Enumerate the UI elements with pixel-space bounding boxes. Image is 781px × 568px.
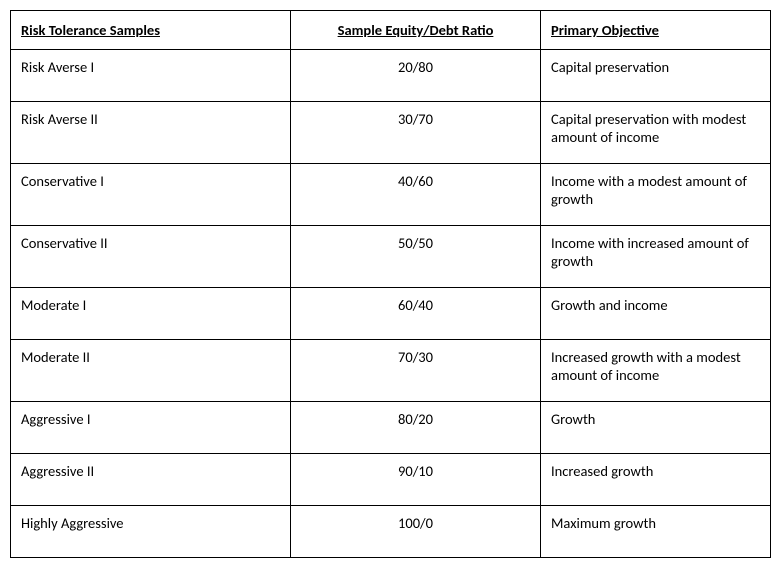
cell-ratio: 70/30	[291, 340, 541, 402]
table-row: Conservative I40/60Income with a modest …	[11, 164, 771, 226]
cell-ratio: 50/50	[291, 226, 541, 288]
cell-objective: Growth	[541, 402, 771, 454]
table-row: Highly Aggressive100/0Maximum growth	[11, 506, 771, 558]
cell-objective: Capital preservation with modest amount …	[541, 102, 771, 164]
header-ratio: Sample Equity/Debt Ratio	[291, 11, 541, 50]
cell-ratio: 100/0	[291, 506, 541, 558]
cell-samples: Aggressive II	[11, 454, 291, 506]
cell-objective: Income with increased amount of growth	[541, 226, 771, 288]
cell-objective: Increased growth	[541, 454, 771, 506]
header-samples: Risk Tolerance Samples	[11, 11, 291, 50]
cell-ratio: 80/20	[291, 402, 541, 454]
table-row: Moderate II70/30Increased growth with a …	[11, 340, 771, 402]
cell-ratio: 30/70	[291, 102, 541, 164]
cell-ratio: 90/10	[291, 454, 541, 506]
cell-objective: Capital preservation	[541, 50, 771, 102]
cell-samples: Highly Aggressive	[11, 506, 291, 558]
cell-objective: Income with a modest amount of growth	[541, 164, 771, 226]
table-body: Risk Averse I20/80Capital preservationRi…	[11, 50, 771, 558]
cell-samples: Moderate I	[11, 288, 291, 340]
cell-samples: Conservative I	[11, 164, 291, 226]
table-row: Risk Averse I20/80Capital preservation	[11, 50, 771, 102]
cell-ratio: 40/60	[291, 164, 541, 226]
table-row: Moderate I60/40Growth and income	[11, 288, 771, 340]
header-objective: Primary Objective	[541, 11, 771, 50]
cell-samples: Aggressive I	[11, 402, 291, 454]
cell-samples: Moderate II	[11, 340, 291, 402]
table-row: Aggressive II90/10Increased growth	[11, 454, 771, 506]
cell-objective: Growth and income	[541, 288, 771, 340]
cell-ratio: 60/40	[291, 288, 541, 340]
table-row: Conservative II50/50Income with increase…	[11, 226, 771, 288]
cell-samples: Risk Averse II	[11, 102, 291, 164]
table-row: Aggressive I80/20Growth	[11, 402, 771, 454]
cell-samples: Risk Averse I	[11, 50, 291, 102]
table-row: Risk Averse II30/70Capital preservation …	[11, 102, 771, 164]
cell-objective: Increased growth with a modest amount of…	[541, 340, 771, 402]
cell-samples: Conservative II	[11, 226, 291, 288]
cell-objective: Maximum growth	[541, 506, 771, 558]
risk-tolerance-table: Risk Tolerance Samples Sample Equity/Deb…	[10, 10, 771, 558]
table-header-row: Risk Tolerance Samples Sample Equity/Deb…	[11, 11, 771, 50]
cell-ratio: 20/80	[291, 50, 541, 102]
